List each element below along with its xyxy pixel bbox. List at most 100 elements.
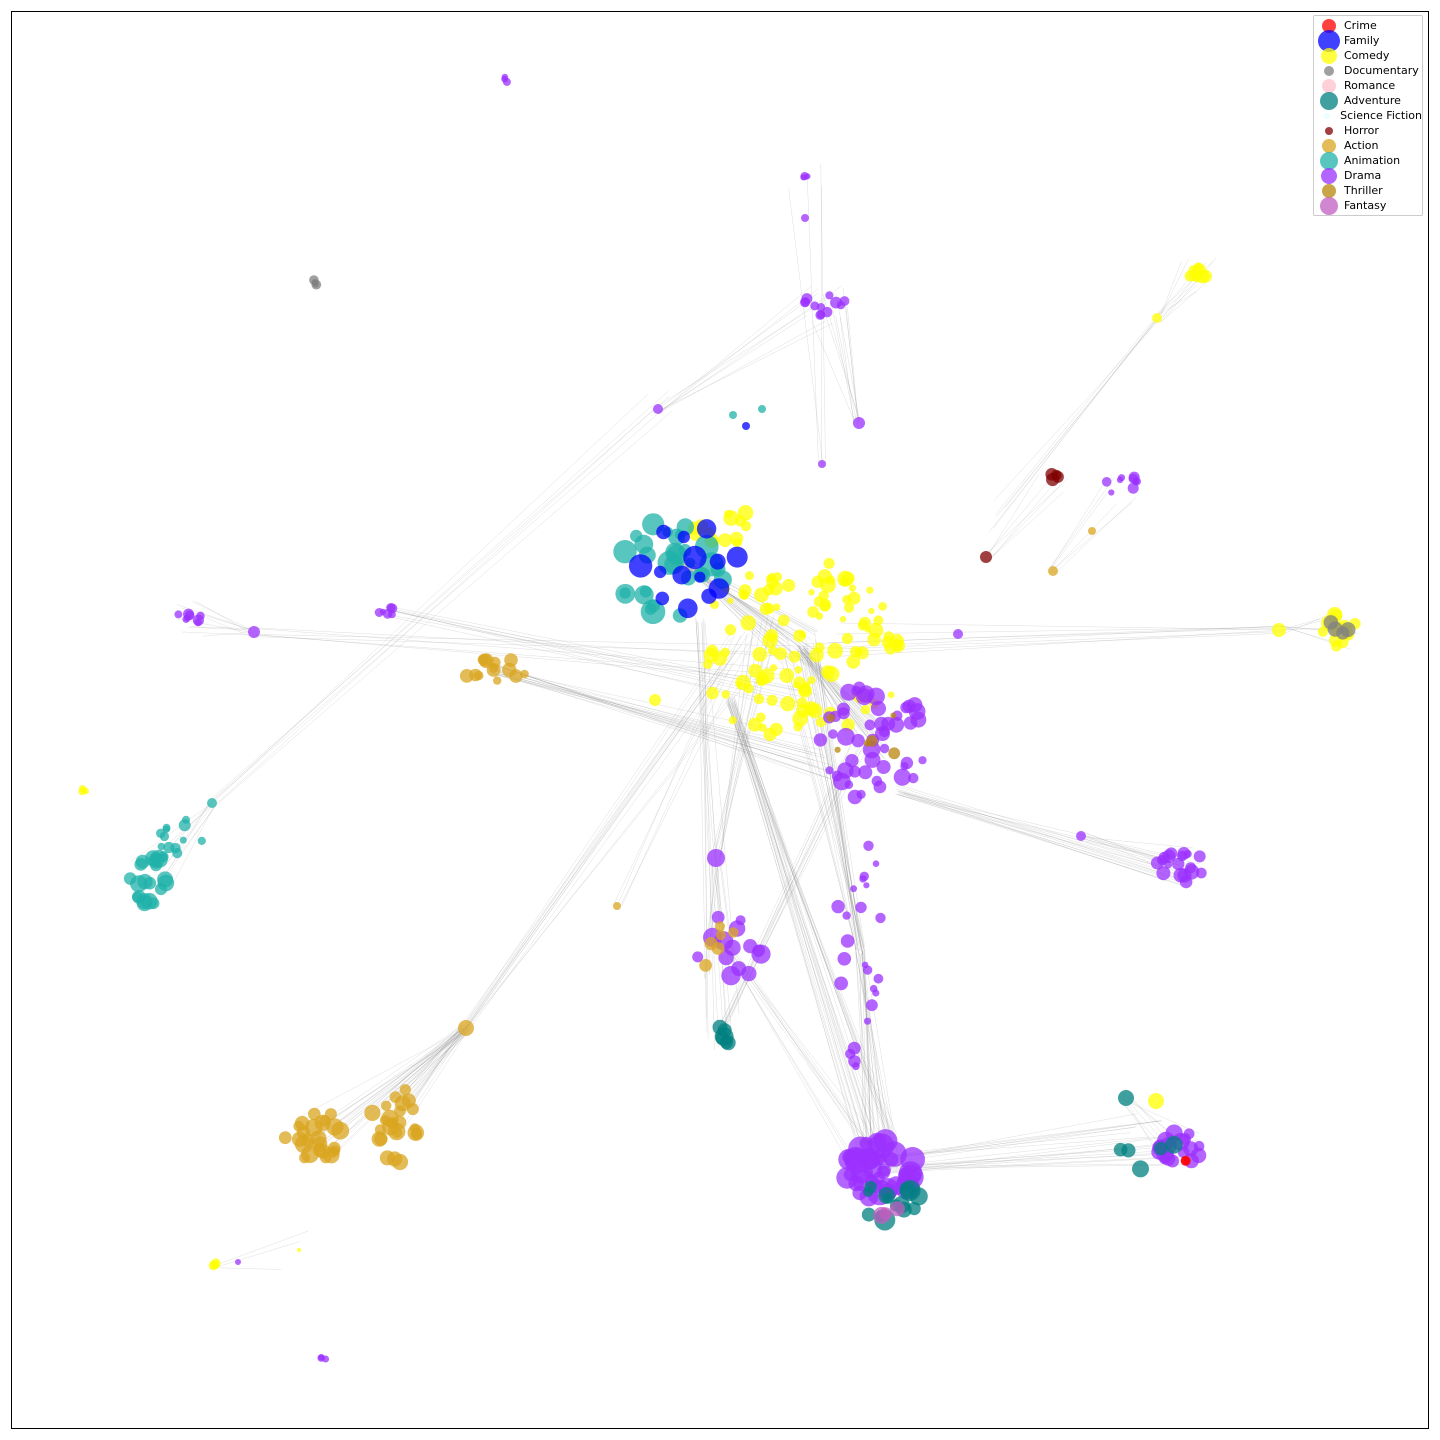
graph-edge [800, 651, 858, 946]
legend-entry-adventure: Adventure [1314, 91, 1422, 110]
node-drama [858, 765, 873, 780]
node-action [278, 1131, 292, 1145]
graph-edge [818, 651, 862, 948]
legend-entry-fantasy: Fantasy [1314, 196, 1422, 215]
node-comedy [720, 647, 730, 658]
node-action [489, 664, 499, 673]
legend-dot-icon [1320, 196, 1338, 215]
node-drama [248, 626, 260, 638]
graph-edge [899, 790, 1195, 881]
graph-edge [462, 653, 730, 1028]
graph-edge [1153, 257, 1217, 318]
node-comedy [753, 693, 765, 705]
graph-edge [207, 396, 670, 802]
node-comedy [779, 668, 795, 683]
graph-edge [620, 641, 753, 906]
graph-edge [837, 629, 1284, 657]
graph-edge [412, 1030, 465, 1098]
node-comedy [724, 624, 737, 636]
graph-edge [815, 640, 858, 951]
graph-edge [730, 698, 888, 1134]
node-comedy [793, 681, 800, 689]
graph-edge [731, 697, 862, 1162]
graph-edge [208, 1230, 309, 1268]
node-comedy [794, 666, 803, 674]
graph-edge [728, 954, 878, 1161]
node-drama [908, 772, 919, 784]
legend-dot-icon [1325, 126, 1333, 135]
graph-edge [256, 634, 814, 647]
graph-edge [190, 626, 250, 629]
node-drama [837, 727, 855, 746]
node-drama [864, 719, 876, 731]
node-drama [1190, 1147, 1207, 1164]
node-comedy [798, 683, 811, 696]
node-adventure [899, 1180, 921, 1201]
node-adventure [1132, 1160, 1149, 1178]
graph-edge [803, 647, 871, 738]
graph-edge [733, 702, 895, 1144]
graph-edge [499, 673, 826, 759]
node-animation [179, 836, 187, 844]
graph-edge [903, 792, 1194, 884]
node-adventure [1154, 1141, 1168, 1156]
node-drama [801, 214, 809, 222]
node-drama [863, 882, 870, 889]
node-drama [1176, 850, 1188, 862]
graph-edge [656, 315, 808, 414]
node-action [714, 921, 726, 932]
node-action [399, 1084, 411, 1096]
graph-edge [401, 1032, 462, 1105]
graph-edge [494, 665, 838, 775]
node-family [678, 598, 698, 619]
graph-edge [490, 669, 806, 764]
node-comedy [739, 590, 750, 601]
graph-edge [498, 667, 814, 764]
graph-edge [900, 792, 1188, 885]
node-animation [634, 585, 654, 605]
legend-dot-icon [1321, 167, 1337, 184]
node-comedy [740, 520, 752, 532]
graph-edge [798, 650, 861, 727]
graph-edge [731, 702, 874, 1152]
graph-edge [834, 631, 1278, 650]
graph-edge [619, 635, 735, 902]
node-comedy [763, 603, 775, 614]
node-fantasy [873, 1206, 891, 1224]
graph-edge [863, 950, 872, 1142]
graph-edge [195, 601, 255, 636]
graph-edge [497, 665, 831, 780]
node-comedy [745, 571, 754, 581]
node-comedy [815, 612, 824, 620]
graph-edge [725, 945, 880, 1162]
graph-edge [796, 654, 883, 728]
node-documentary [1336, 626, 1350, 640]
node-drama [235, 1259, 241, 1265]
node-drama [918, 756, 927, 765]
graph-edge [391, 1027, 465, 1091]
node-comedy [1188, 269, 1200, 281]
graph-edge [995, 314, 1159, 515]
node-drama [825, 766, 834, 775]
graph-edge [621, 662, 733, 906]
graph-edge [731, 945, 892, 1175]
graph-edge [318, 1027, 467, 1137]
graph-edge [661, 288, 819, 411]
graph-edge [464, 634, 730, 1025]
node-drama [1150, 856, 1164, 870]
node-drama [864, 751, 881, 768]
graph-edge [720, 745, 869, 1032]
graph-edge [990, 471, 1064, 560]
graph-edge [862, 951, 872, 1158]
node-drama [879, 726, 890, 738]
graph-edge [659, 297, 831, 406]
graph-edge [213, 393, 649, 803]
graph-edge [714, 619, 780, 855]
graph-edge [409, 1030, 471, 1093]
legend-marker [1314, 78, 1344, 93]
graph-edge [896, 793, 1185, 864]
node-comedy [860, 704, 871, 715]
graph-edge [318, 1030, 462, 1137]
graph-edge [863, 953, 872, 1136]
node-drama [830, 296, 842, 309]
